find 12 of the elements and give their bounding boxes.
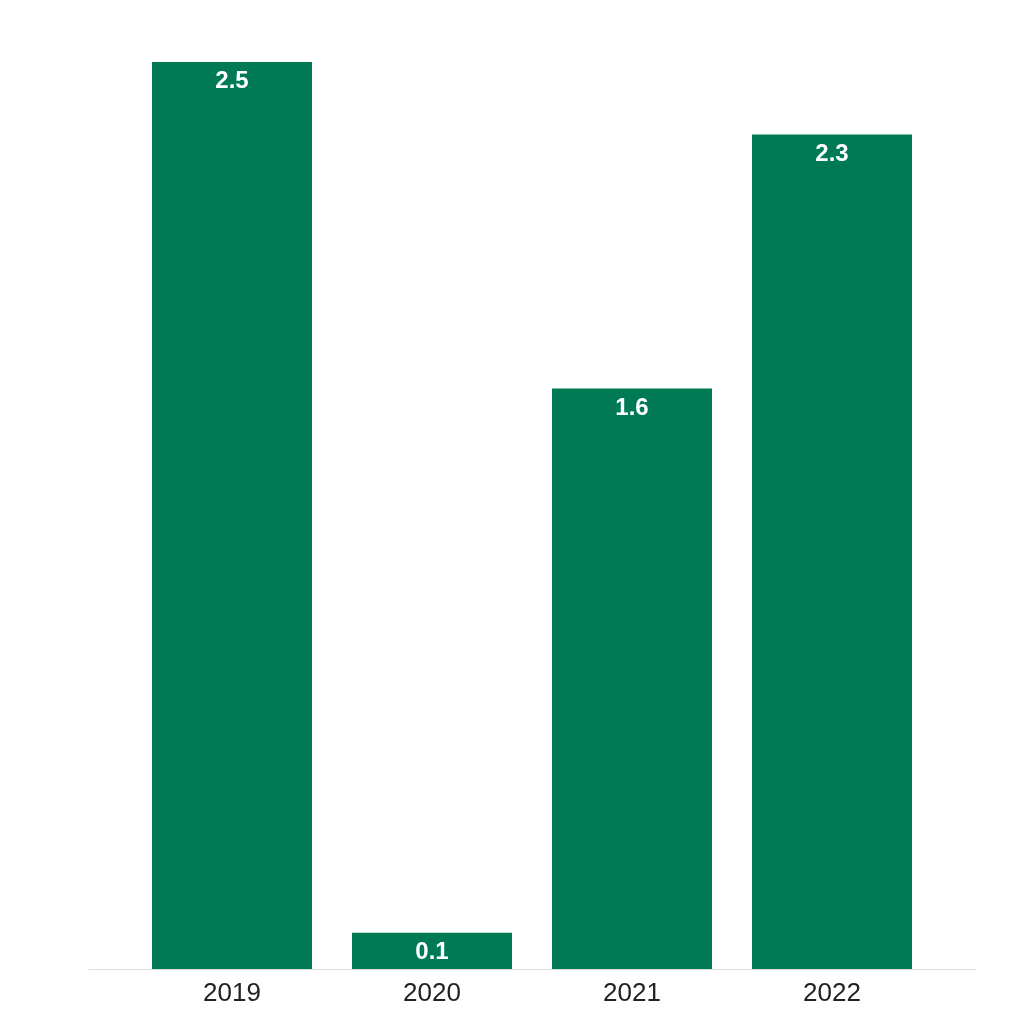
data-label: 0.1 [415,936,449,964]
x-tick-label: 2021 [603,976,661,1007]
bar [152,62,312,969]
bar [752,134,912,969]
data-label: 1.6 [615,392,649,420]
x-tick-label: 2019 [203,976,261,1007]
data-label: 2.3 [815,138,849,166]
bar [552,388,712,969]
bar [352,932,512,969]
x-tick-label: 2020 [403,976,461,1007]
x-tick-label: 2022 [803,976,861,1007]
data-label: 2.5 [215,66,249,93]
